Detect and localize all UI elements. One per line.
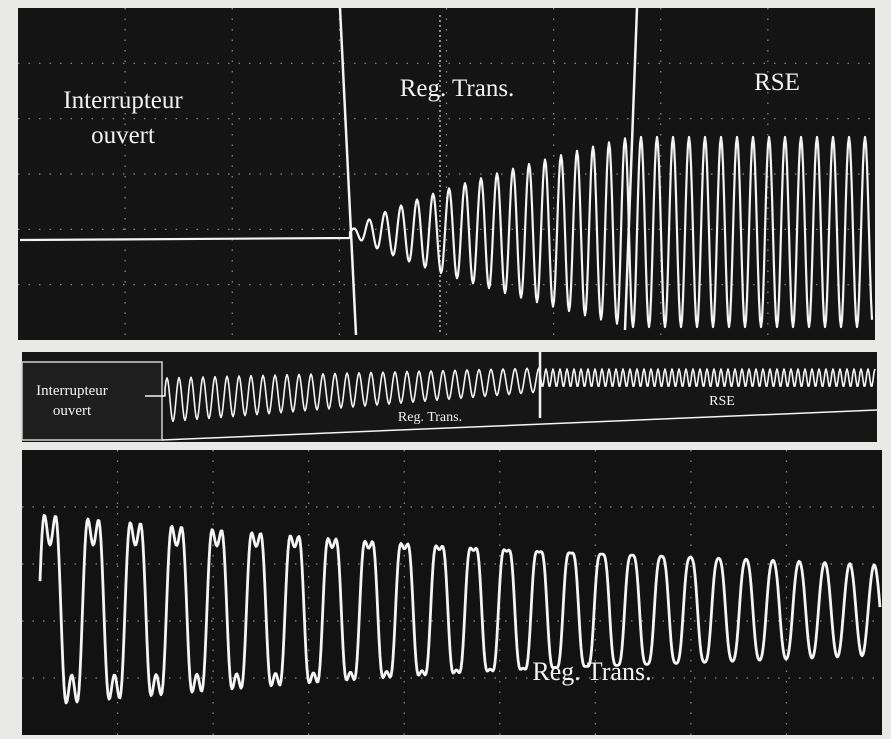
top-label-right: RSE [754, 69, 800, 96]
bottom-label: Reg. Trans. [532, 657, 651, 686]
middle-label-left: Interrupteur [36, 383, 108, 399]
top-label-left: Interrupteur [63, 87, 183, 114]
top-label-middle: Reg. Trans. [400, 75, 515, 102]
middle-label-right: RSE [709, 394, 735, 409]
middle-label-left: ouvert [53, 403, 92, 419]
screenshot: Interrupteur ouvert Reg. Trans. RSE Inte… [0, 0, 891, 739]
middle-label-box [22, 362, 162, 440]
middle-label-middle: Reg. Trans. [398, 410, 462, 425]
top-label-left: ouvert [91, 122, 155, 149]
